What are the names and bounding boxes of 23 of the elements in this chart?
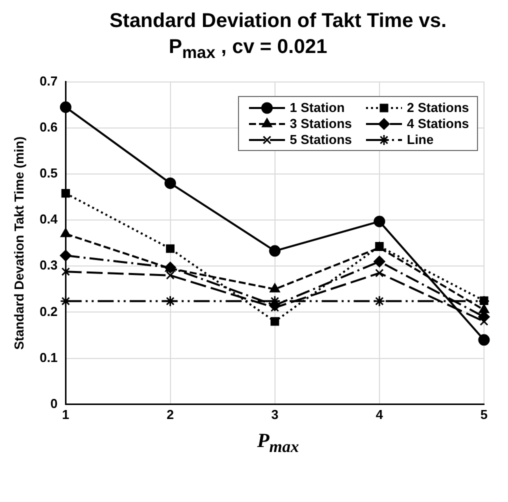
y-tick-label: 0.6 <box>40 119 58 134</box>
chart-title: Standard Deviation of Takt Time vs. <box>108 9 448 34</box>
legend-label: Line <box>406 132 434 147</box>
legend-label: 1 Station <box>290 100 345 115</box>
x-tick-label: 4 <box>376 406 384 422</box>
y-tick-label: 0.3 <box>40 258 58 273</box>
legend-label: 2 Stations <box>406 100 469 115</box>
legend-label: 5 Stations <box>290 132 352 147</box>
y-tick-label: 0.2 <box>40 304 58 319</box>
x-tick-label: 2 <box>166 406 174 422</box>
chart-subtitle: P$_{max}$ , cv = 0.021 <box>168 35 328 64</box>
x-axis-title: P$_{max}$ <box>256 430 300 457</box>
y-tick-label: 0.1 <box>40 350 58 365</box>
legend-label: 3 Stations <box>290 116 352 131</box>
y-tick-label: 0.5 <box>40 166 58 181</box>
legend-label: 4 Stations <box>406 116 469 131</box>
x-tick-label: 5 <box>480 406 488 422</box>
y-tick-label: 0 <box>50 396 58 411</box>
y-axis-title: Standard Devation Takt Time (min) <box>11 136 26 350</box>
y-tick-label: 0.4 <box>40 212 58 227</box>
x-tick-label: 3 <box>271 406 278 422</box>
y-tick-label: 0.7 <box>40 73 58 88</box>
x-tick-label: 1 <box>62 406 70 422</box>
